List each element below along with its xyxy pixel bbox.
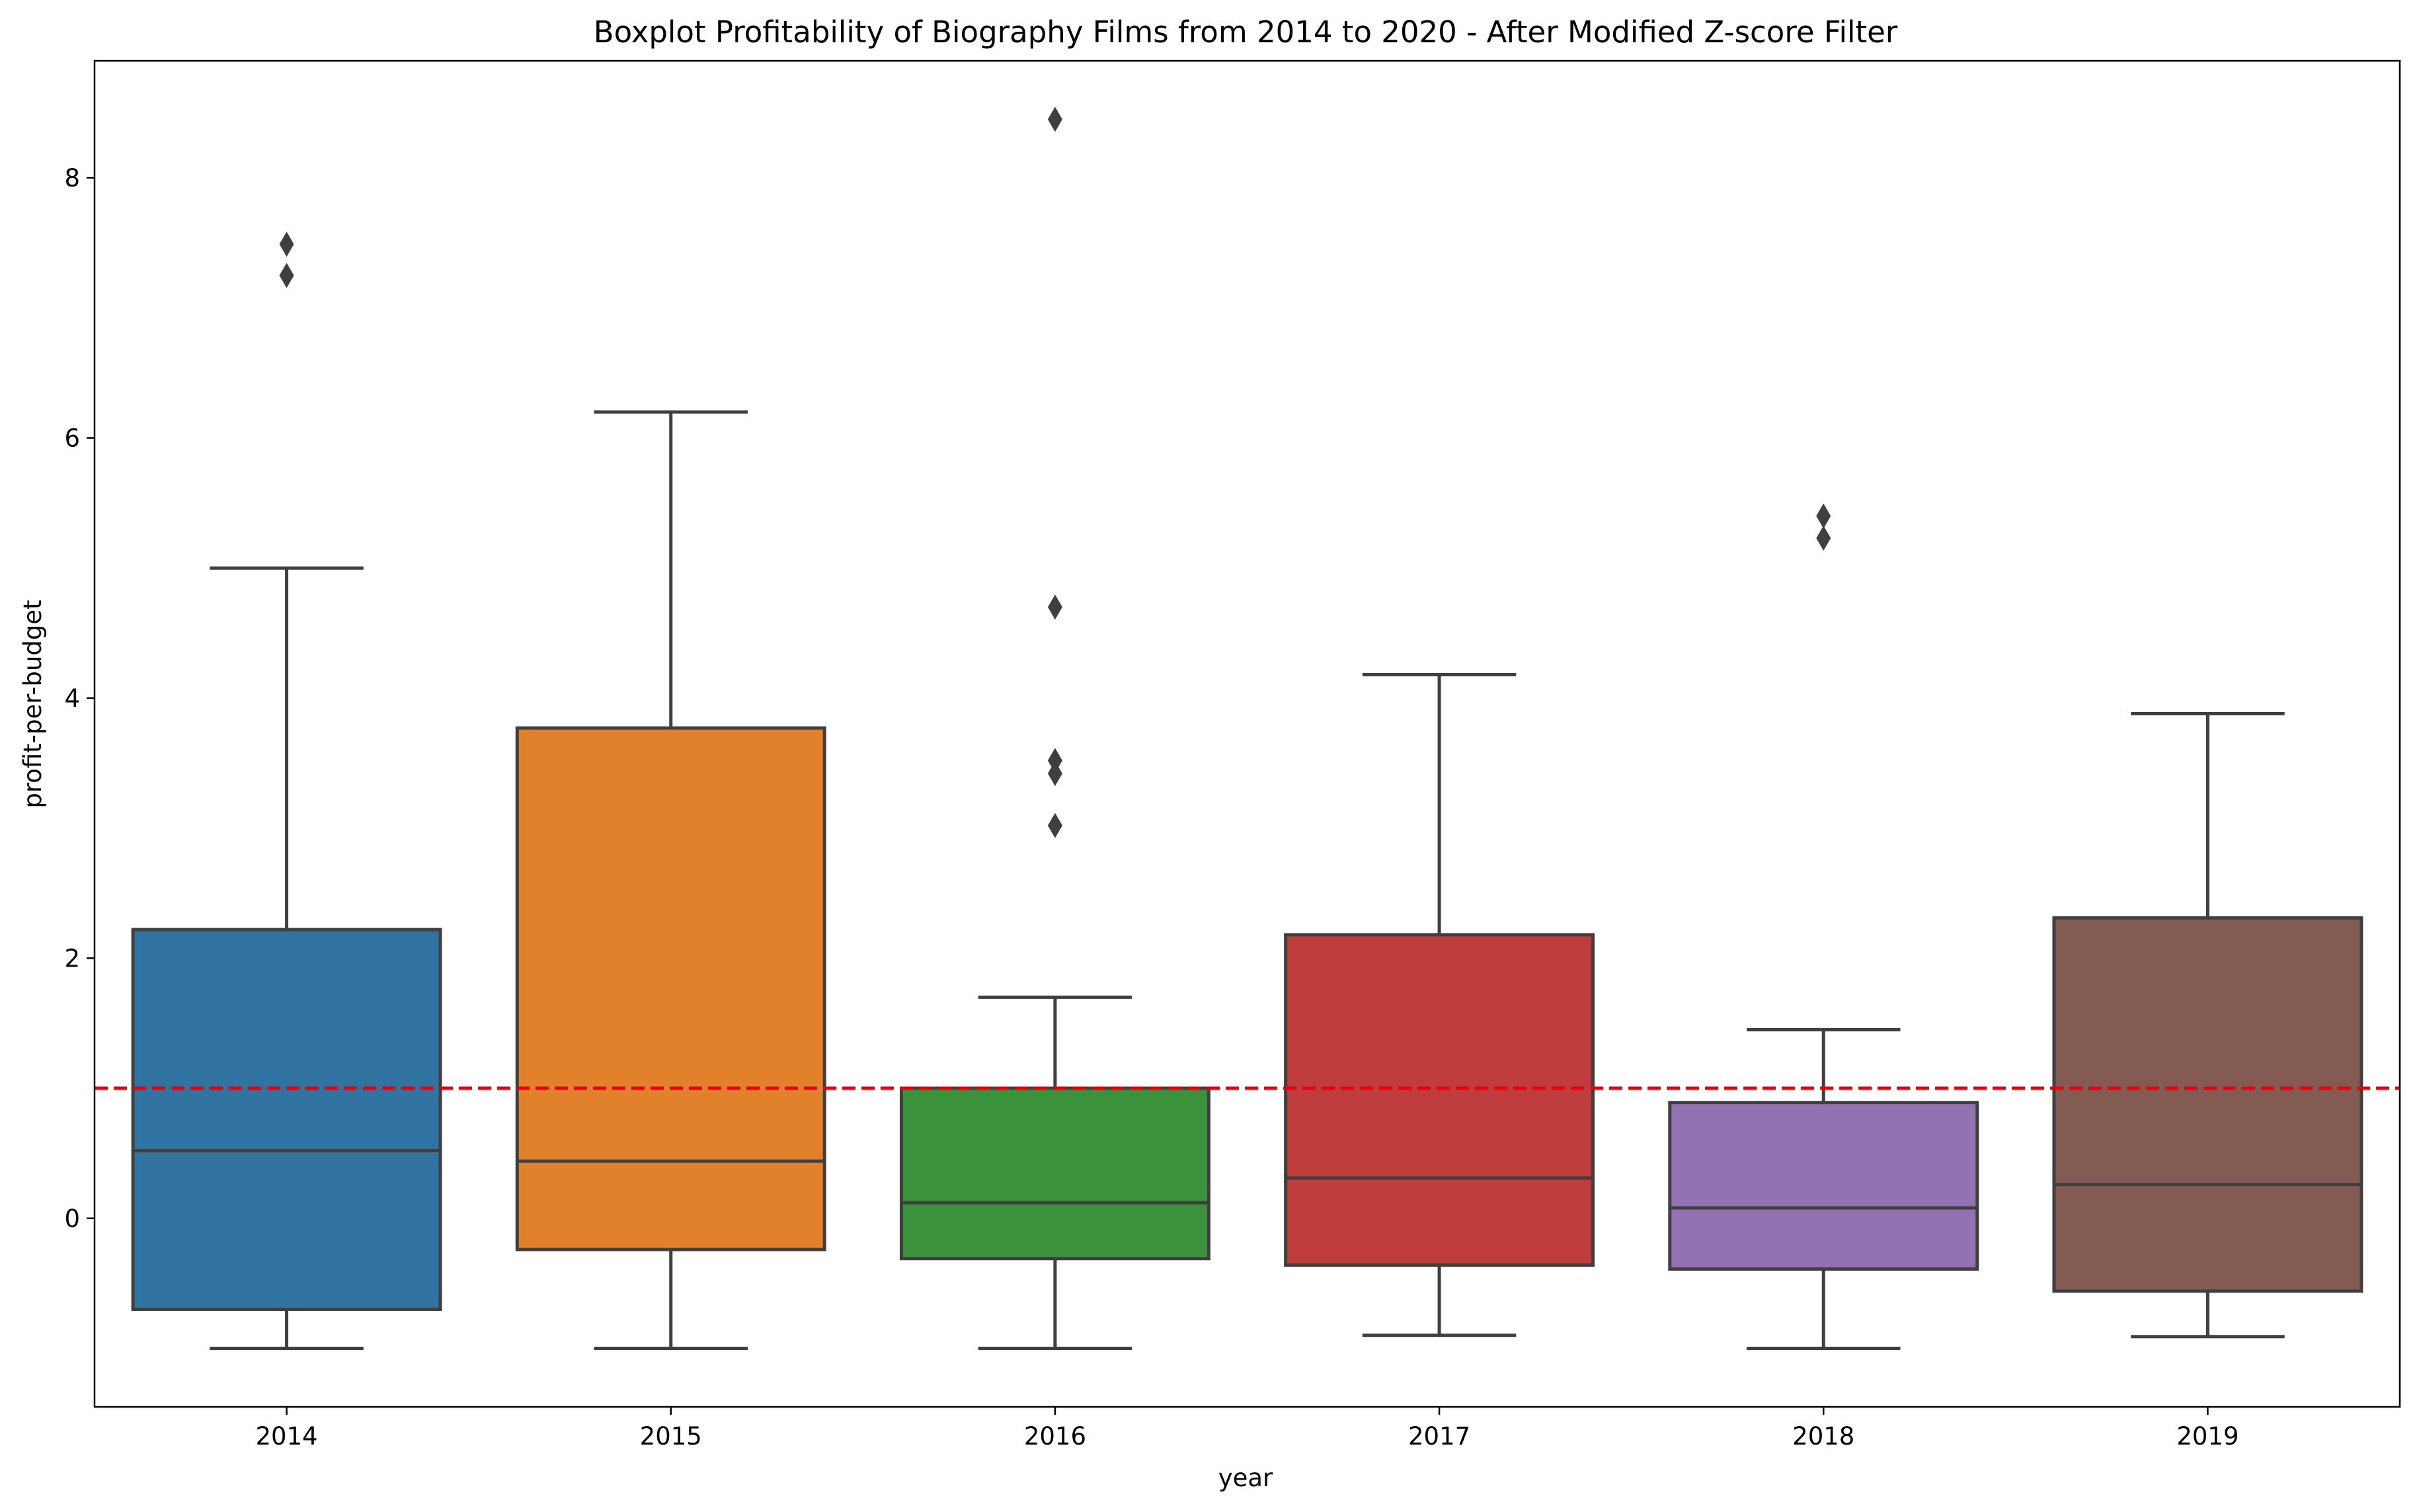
outlier-point [1047, 106, 1062, 132]
y-axis: 0 2 4 6 8 [64, 164, 95, 1233]
box-group-2019 [2052, 712, 2363, 1339]
y-tick-label: 0 [64, 1205, 80, 1233]
plot-frame [93, 60, 2401, 1408]
outlier-point [1047, 760, 1062, 786]
box-iqr [1668, 1101, 1979, 1271]
box-group-2015 [515, 410, 826, 1350]
y-tick-label: 6 [64, 424, 80, 452]
outlier-point [1047, 594, 1062, 620]
outlier-point [1816, 525, 1831, 551]
plot-area [95, 106, 2400, 1350]
box-iqr [1284, 933, 1595, 1267]
x-tick-label: 2015 [640, 1422, 702, 1451]
box-iqr [131, 928, 442, 1311]
x-axis: 2014 2015 2016 2017 2018 2019 [255, 1407, 2239, 1451]
outlier-point [1816, 503, 1831, 529]
y-axis-label: profit-per-budget [19, 600, 47, 808]
outlier-point [1047, 813, 1062, 838]
box-group-2016 [899, 106, 1210, 1350]
box-group-2014 [131, 231, 442, 1350]
y-tick-label: 8 [64, 164, 80, 192]
box-group-2017 [1284, 672, 1595, 1337]
x-tick-label: 2018 [1792, 1422, 1854, 1451]
x-axis-label: year [1218, 1464, 1273, 1492]
box-iqr [2052, 916, 2363, 1293]
chart-title: Boxplot Profitability of Biography Films… [594, 15, 1898, 50]
y-tick-label: 4 [64, 684, 80, 713]
outlier-point [1047, 748, 1062, 774]
y-tick-label: 2 [64, 944, 80, 973]
box-iqr [899, 1086, 1210, 1261]
x-tick-label: 2019 [2176, 1422, 2239, 1451]
x-tick-label: 2014 [255, 1422, 317, 1451]
box-group-2018 [1668, 503, 1979, 1350]
x-tick-label: 2017 [1408, 1422, 1470, 1451]
box-iqr [515, 726, 826, 1252]
outlier-point [279, 231, 294, 257]
x-tick-label: 2016 [1024, 1422, 1086, 1451]
outlier-point [279, 262, 294, 288]
